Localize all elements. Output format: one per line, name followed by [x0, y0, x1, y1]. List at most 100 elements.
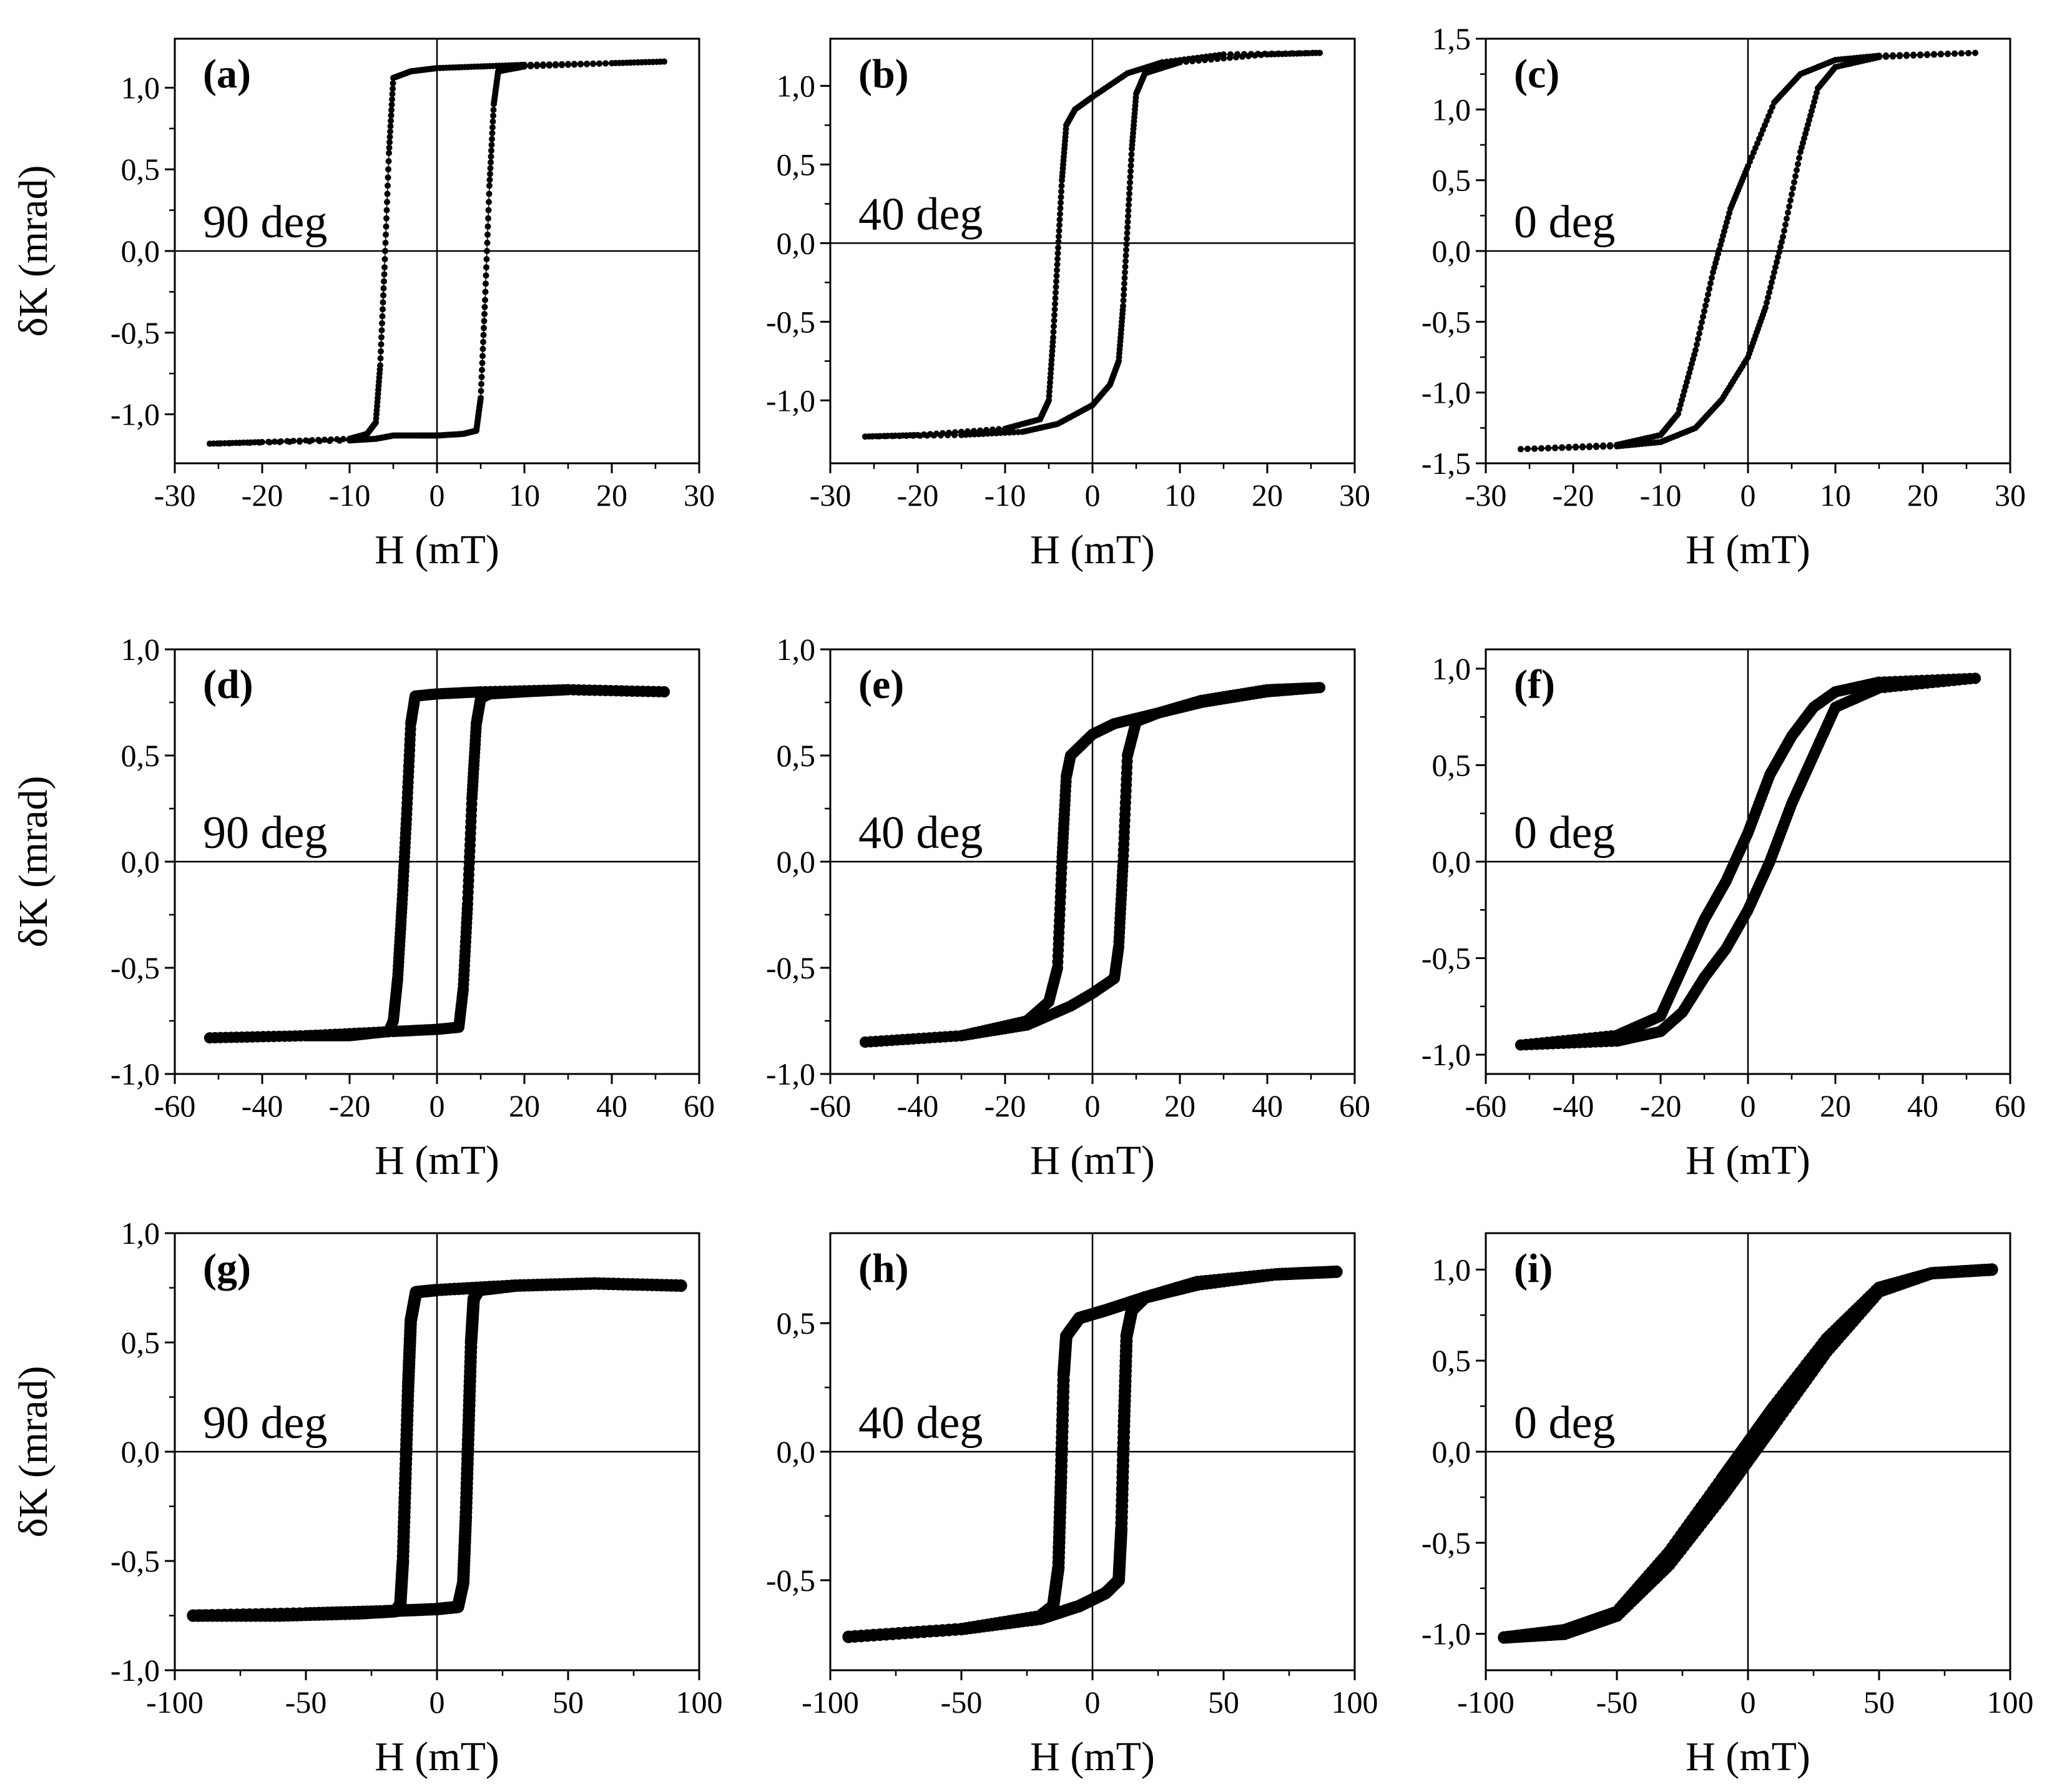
data-point — [546, 61, 552, 68]
x-tick-label: -30 — [154, 478, 196, 513]
data-point — [1600, 442, 1606, 449]
x-tick-label: 20 — [1820, 1088, 1851, 1123]
x-axis-label: H (mT) — [1686, 1734, 1810, 1780]
data-point — [1127, 179, 1133, 186]
data-point — [1772, 263, 1779, 270]
x-tick-label: -60 — [1465, 1088, 1507, 1123]
x-tick-label: -50 — [1596, 1685, 1638, 1720]
data-point — [1127, 168, 1134, 175]
data-point — [379, 320, 385, 327]
data-point — [1124, 230, 1131, 237]
data-point — [479, 360, 486, 367]
data-point — [1296, 50, 1302, 57]
angle-label: 90 deg — [203, 807, 327, 859]
data-point — [1054, 261, 1061, 268]
data-point — [1607, 442, 1613, 448]
y-tick-label: -0,5 — [766, 304, 815, 339]
angle-label: 40 deg — [858, 189, 983, 240]
data-point — [1782, 221, 1789, 228]
data-point — [1518, 446, 1524, 453]
y-axis-label: δK (mrad) — [11, 776, 56, 948]
data-point — [1775, 254, 1781, 260]
data-point — [1046, 388, 1053, 395]
series-descending — [204, 684, 670, 1044]
data-point — [1128, 151, 1135, 158]
data-point — [933, 430, 940, 437]
data-point — [382, 239, 389, 246]
y-tick-label: -1,0 — [1421, 1037, 1471, 1072]
data-point — [486, 177, 493, 183]
data-point — [1055, 244, 1061, 251]
data-point — [1051, 306, 1058, 313]
data-point — [488, 153, 494, 160]
data-point — [1767, 284, 1774, 291]
data-point — [1121, 292, 1127, 298]
data-point — [1559, 444, 1565, 451]
data-point — [1057, 205, 1064, 212]
y-tick-label: -0,5 — [110, 1543, 160, 1578]
data-point — [381, 256, 388, 263]
angle-label: 0 deg — [1514, 1397, 1615, 1449]
data-point — [1566, 443, 1572, 450]
data-point — [1248, 51, 1254, 57]
x-tick-label: 20 — [509, 1088, 540, 1123]
series-ascending — [1515, 672, 1981, 1051]
data-point — [1515, 1039, 1526, 1051]
data-point — [1053, 289, 1059, 296]
data-point — [1770, 274, 1776, 281]
data-point — [481, 318, 488, 325]
x-tick-label: 0 — [430, 1088, 445, 1123]
y-tick-label: -0,5 — [766, 950, 815, 985]
y-tick-label: -0,5 — [1421, 1525, 1471, 1560]
angle-label: 40 deg — [858, 1397, 983, 1449]
data-point — [1965, 50, 1971, 56]
series-descending — [207, 58, 667, 447]
data-point — [1958, 50, 1965, 57]
data-point — [1120, 297, 1127, 304]
series-descending — [1515, 672, 1981, 1051]
data-point — [1573, 443, 1579, 450]
data-point — [1124, 219, 1131, 225]
y-tick-label: -0,5 — [110, 950, 160, 985]
x-axis-label: H (mT) — [1686, 1138, 1810, 1183]
data-point — [1883, 52, 1889, 59]
data-point — [390, 86, 396, 92]
y-tick-label: 1,0 — [1432, 651, 1471, 686]
panel-i: -100 -50 0 50 100 -1,0 -0,5 0,0 0,5 1,0 H (mT) (i) 0… — [1421, 1232, 2034, 1780]
x-axis-label: H (mT) — [375, 1138, 499, 1183]
x-tick-label: 20 — [1252, 478, 1283, 513]
data-point — [1050, 328, 1057, 335]
data-point — [1048, 357, 1055, 363]
data-point — [328, 436, 334, 443]
data-point — [1052, 295, 1059, 302]
x-tick-label: 30 — [1339, 478, 1370, 513]
data-point — [1794, 167, 1800, 174]
data-point — [385, 166, 391, 173]
data-point — [1227, 51, 1234, 57]
series-descending — [842, 1265, 1343, 1643]
data-point — [1262, 51, 1268, 57]
data-point — [1124, 235, 1130, 242]
data-point — [1123, 241, 1130, 248]
data-point — [489, 130, 496, 137]
data-point — [1303, 50, 1309, 56]
data-point — [1056, 216, 1063, 223]
x-tick-label: -20 — [897, 478, 939, 513]
y-tick-label: 0,0 — [777, 844, 816, 879]
data-point — [1796, 155, 1802, 161]
panel-label: (a) — [203, 51, 251, 97]
x-tick-label: 50 — [1863, 1685, 1895, 1720]
data-point — [952, 429, 958, 436]
data-point — [1771, 269, 1777, 275]
y-tick-label: 0,5 — [1432, 163, 1471, 198]
data-point — [1552, 444, 1558, 451]
data-point — [482, 288, 489, 295]
data-point — [483, 264, 489, 271]
data-point — [383, 223, 390, 230]
x-tick-label: 0 — [1085, 478, 1101, 513]
data-point — [388, 117, 394, 124]
data-point — [1127, 162, 1134, 169]
data-point — [596, 60, 602, 67]
data-point — [577, 61, 584, 67]
data-point — [958, 428, 965, 435]
